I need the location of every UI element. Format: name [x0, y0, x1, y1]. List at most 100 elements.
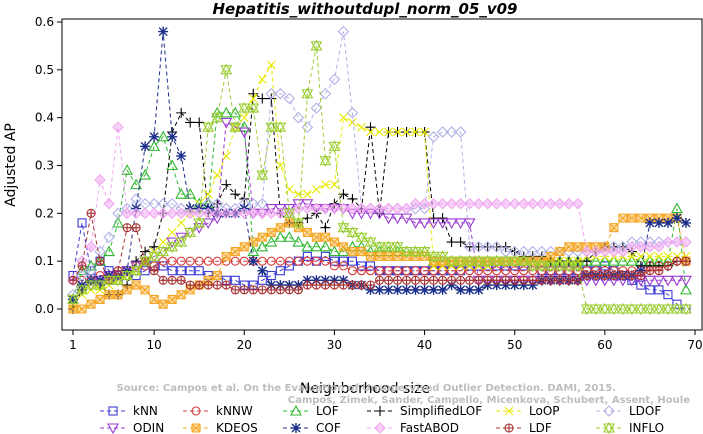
data-point-knn — [158, 261, 168, 271]
data-point-knn — [519, 261, 529, 271]
data-point-knn — [465, 261, 475, 271]
data-point-ldof — [301, 121, 314, 134]
legend-item-ldof: LDOF — [596, 404, 661, 418]
data-point-fastabod — [211, 207, 224, 220]
data-point-inflo — [157, 245, 170, 258]
data-point-ldf — [95, 256, 105, 266]
data-point-lof — [139, 168, 152, 180]
data-point-fastabod — [544, 197, 557, 210]
data-point-ldf — [519, 275, 529, 285]
data-point-cof — [374, 284, 385, 295]
data-point-lof — [598, 255, 611, 266]
data-point-loop — [393, 127, 402, 137]
data-point-inflo — [571, 259, 584, 273]
data-point-simplifiedlof — [248, 88, 259, 99]
data-point-fastabod — [220, 207, 233, 220]
data-point-ldf — [627, 270, 637, 281]
legend-item-loop: LoOP — [496, 404, 560, 418]
x-tick-label: 60 — [597, 338, 612, 352]
data-point-knnw — [311, 256, 321, 266]
data-point-knn — [185, 266, 195, 276]
data-point-lof — [364, 245, 377, 257]
data-point-ldf — [546, 275, 556, 285]
plot-frame — [61, 18, 703, 331]
data-point-knnw — [230, 256, 240, 266]
data-point-odin — [454, 218, 467, 230]
data-point-loop — [375, 127, 384, 137]
data-point-odin — [436, 218, 449, 230]
data-point-inflo — [544, 259, 557, 273]
series-line-knnw — [73, 260, 686, 281]
data-point-fastabod — [94, 174, 106, 186]
data-point-knn — [284, 261, 294, 271]
data-point-kdeos — [185, 285, 195, 295]
axes: 0.0 0.1 0.2 0.3 0.4 0.5 0.6 1 10 20 30 40 50 60 70 — [35, 15, 703, 352]
data-point-ldf — [248, 285, 258, 295]
data-point-simplifiedlof — [176, 107, 187, 118]
data-point-ldof — [310, 102, 323, 114]
data-point-cof — [401, 284, 412, 295]
data-point-ldf — [591, 270, 601, 281]
data-point-inflo — [634, 302, 647, 316]
data-point-kdeos — [320, 232, 330, 242]
data-point-knnw — [347, 266, 357, 276]
data-point-loop — [167, 228, 177, 237]
legend-label-knn: kNN — [133, 404, 158, 418]
data-point-simplifiedlof — [446, 237, 457, 248]
data-point-ldof — [292, 111, 305, 124]
data-point-knn — [176, 266, 186, 276]
data-point-kdeos — [149, 294, 159, 304]
data-point-fastabod — [292, 202, 305, 215]
data-point-ldf — [284, 285, 294, 295]
data-point-fastabod — [590, 245, 602, 258]
data-point-inflo — [346, 226, 359, 239]
data-point-ldf — [77, 261, 87, 271]
data-point-odin — [238, 127, 251, 139]
data-point-fastabod — [373, 202, 386, 215]
data-point-ldf — [293, 285, 303, 295]
data-point-inflo — [238, 101, 251, 115]
x-tick-label: 10 — [146, 338, 161, 352]
data-point-fastabod — [608, 245, 620, 258]
data-point-knnw — [338, 261, 348, 271]
data-point-kdeos — [564, 242, 574, 252]
data-point-knnw — [420, 266, 430, 276]
data-point-odin — [445, 218, 458, 230]
data-point-lof — [589, 255, 602, 266]
data-point-loop — [420, 127, 429, 137]
data-point-inflo — [653, 302, 665, 316]
series-ldf — [68, 208, 691, 295]
data-point-fastabod — [554, 197, 566, 210]
data-point-cof — [329, 275, 340, 286]
data-point-inflo — [364, 235, 377, 249]
data-point-cof — [149, 131, 160, 142]
data-point-odin — [463, 218, 476, 230]
data-point-knnw — [176, 256, 186, 266]
data-point-inflo — [94, 278, 106, 292]
data-point-ldf — [600, 270, 610, 281]
data-point-fastabod — [626, 241, 638, 253]
data-point-fastabod — [508, 197, 521, 210]
data-point-cof — [644, 217, 655, 228]
data-point-inflo — [256, 168, 269, 182]
data-point-ldf — [338, 280, 348, 290]
data-point-knnw — [401, 266, 412, 276]
data-point-inflo — [598, 302, 611, 316]
data-point-ldof — [454, 126, 467, 138]
y-tick-label: 0.1 — [35, 254, 54, 268]
data-point-inflo — [680, 302, 692, 316]
data-point-lof — [76, 264, 88, 276]
data-point-cof — [248, 256, 259, 267]
data-point-knn — [663, 290, 673, 300]
data-point-kdeos — [158, 299, 168, 309]
data-point-kdeos — [302, 227, 312, 238]
data-point-inflo — [274, 121, 287, 134]
data-point-cof — [383, 284, 394, 295]
data-point-ldf — [122, 223, 132, 233]
data-point-ldf — [681, 256, 691, 266]
legend-marker-simplifiedlof — [375, 406, 385, 416]
data-point-inflo — [184, 226, 197, 239]
data-point-lof — [680, 283, 692, 295]
data-point-odin — [220, 117, 233, 129]
legend-marker-lof — [290, 404, 302, 416]
